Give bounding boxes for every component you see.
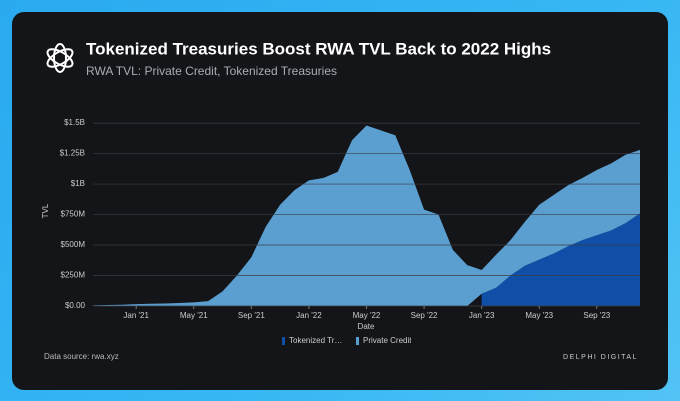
x-tick-label: Sep '22 [411,311,438,320]
y-tick-label: $500M [61,240,86,249]
logo [46,43,74,73]
plot [93,125,640,306]
legend: Tokenized Treasuries Private Credit [282,336,418,345]
area [481,213,640,306]
legend-item[interactable]: Tokenized Treasuries [282,336,344,345]
x-tick-label: May '23 [525,311,553,320]
x-tick-label: May '21 [180,311,208,320]
y-tick-label: $1B [71,179,85,188]
area [93,125,640,306]
data-source: Data source: rwa.xyz [44,352,119,361]
title: Tokenized Treasuries Boost RWA TVL Back … [86,39,551,58]
legend-swatch [282,336,285,345]
legend-label: Private Credit [363,336,412,345]
x-tick-label: Jan '23 [469,311,495,320]
y-tick-label: $250M [61,271,86,280]
y-tick-label: $750M [61,210,86,219]
x-tick-label: May '22 [353,311,381,320]
y-tick-label: $1.5B [64,118,85,127]
y-tick-label: $0.00 [65,301,86,310]
legend-item[interactable]: Private Credit [356,336,418,345]
x-tick-label: Jan '22 [296,311,322,320]
y-tick-label: $1.25B [60,149,85,158]
subtitle: RWA TVL: Private Credit, Tokenized Treas… [86,64,337,78]
brand: DELPHI DIGITAL [563,354,638,361]
x-tick-label: Sep '23 [583,311,610,320]
x-axis-label: Date [358,322,375,331]
x-tick-label: Jan '21 [123,311,149,320]
legend-swatch [356,336,359,345]
x-tick-label: Sep '21 [238,311,265,320]
y-axis-label: TVL [41,203,50,218]
legend-label: Tokenized Treasuries [289,336,344,345]
